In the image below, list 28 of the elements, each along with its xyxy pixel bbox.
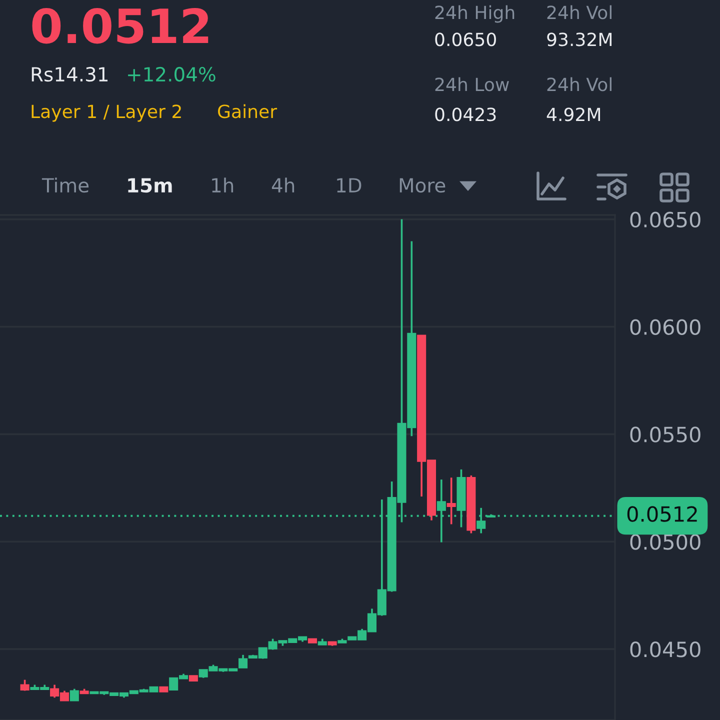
text: 24h Vol xyxy=(547,5,612,20)
chart-title: 0.0512 xyxy=(32,8,208,44)
y-tick-label: 0.0450 xyxy=(630,642,700,658)
text: 24h High xyxy=(435,5,514,23)
text: 4h xyxy=(272,178,294,192)
candlestick xyxy=(70,688,79,702)
text: 0.0650 xyxy=(435,32,496,46)
text: Time xyxy=(42,178,89,193)
candlestick xyxy=(20,678,30,692)
text: Gainer xyxy=(218,104,278,118)
text: 15m xyxy=(128,178,172,193)
text: Rs14.31 xyxy=(32,66,108,82)
text: 24h Vol xyxy=(547,77,612,92)
y-tick-label: 0.0550 xyxy=(630,426,700,442)
y-tick-label: 0.0600 xyxy=(630,319,700,335)
text: +12.04% xyxy=(128,66,216,82)
ref-line-label: 0.0512 xyxy=(627,506,697,522)
text: 1D xyxy=(337,178,362,192)
text: 0.0423 xyxy=(435,108,496,122)
y-tick-label: 0.0650 xyxy=(630,212,700,228)
text: 93.32M xyxy=(547,32,612,46)
text: 1h xyxy=(212,178,234,192)
candlestick xyxy=(446,476,456,526)
y-tick-label: 0.0500 xyxy=(630,534,700,550)
text: 24h Low xyxy=(435,77,509,92)
text: More xyxy=(400,178,446,193)
text: 4.92M xyxy=(546,108,600,122)
text: Layer 1 / Layer 2 xyxy=(32,104,181,122)
